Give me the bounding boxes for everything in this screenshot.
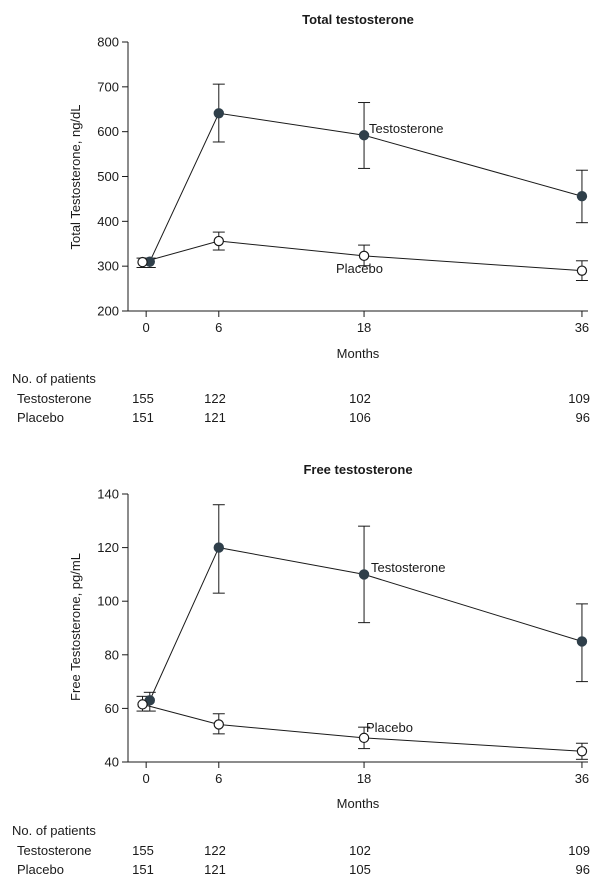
patients-count: 109 — [568, 391, 590, 406]
patients-count: 96 — [576, 862, 590, 877]
series-lines — [142, 112, 583, 272]
y-tick-label: 600 — [97, 124, 119, 139]
x-axis-label: Months — [337, 346, 380, 361]
series-label-placebo: Placebo — [336, 261, 383, 276]
y-tick-label: 500 — [97, 169, 119, 184]
data-point-filled — [358, 569, 370, 580]
y-tick-label: 120 — [97, 540, 119, 555]
series-lines — [142, 547, 583, 752]
patients-table: No. of patients Testosterone Placebo 155… — [12, 371, 590, 425]
x-tick-label: 6 — [215, 771, 222, 786]
data-point-open — [576, 265, 588, 276]
y-tick-label: 60 — [105, 701, 119, 716]
data-point-open — [358, 732, 370, 744]
data-markers — [137, 542, 588, 757]
data-point-open — [137, 256, 148, 268]
patients-table: No. of patients Testosterone Placebo 155… — [12, 823, 590, 877]
patients-count: 151 — [132, 410, 154, 425]
patients-count: 96 — [576, 410, 590, 425]
patients-count: 102 — [349, 843, 371, 858]
patients-row-label: Placebo — [17, 862, 64, 877]
free-testosterone-chart: Free testosterone Free Testosterone, pg/… — [12, 462, 590, 877]
patients-count: 106 — [349, 410, 371, 425]
x-ticks: 0 6 18 36 — [143, 311, 589, 335]
y-tick-label: 80 — [105, 647, 119, 662]
series-line-0 — [149, 547, 583, 701]
series-label-testosterone: Testosterone — [371, 560, 445, 575]
data-point-filled — [576, 636, 588, 647]
data-markers — [137, 108, 588, 276]
x-tick-label: 36 — [575, 771, 589, 786]
y-ticks: 40 60 80 100 120 140 — [97, 487, 128, 770]
x-tick-label: 36 — [575, 320, 589, 335]
x-tick-label: 6 — [215, 320, 222, 335]
data-point-open — [213, 719, 224, 730]
data-point-open — [137, 699, 148, 710]
data-point-open — [213, 235, 224, 247]
patients-count: 109 — [568, 843, 590, 858]
y-tick-label: 300 — [97, 259, 119, 274]
series-line-1 — [142, 240, 582, 272]
data-point-open — [358, 250, 370, 262]
x-axis-label: Months — [337, 796, 380, 811]
y-tick-label: 100 — [97, 594, 119, 609]
series-label-testosterone: Testosterone — [369, 121, 443, 136]
patients-count: 122 — [204, 391, 226, 406]
patients-count: 122 — [204, 843, 226, 858]
patients-row-label: Testosterone — [17, 843, 91, 858]
patients-count: 155 — [132, 843, 154, 858]
y-tick-label: 400 — [97, 214, 119, 229]
data-point-filled — [358, 130, 370, 141]
x-tick-label: 0 — [143, 771, 150, 786]
series-label-placebo: Placebo — [366, 720, 413, 735]
data-point-filled — [213, 542, 224, 553]
patients-header: No. of patients — [12, 823, 96, 838]
data-point-filled — [576, 191, 588, 202]
patients-count: 121 — [204, 862, 226, 877]
chart-title: Total testosterone — [302, 12, 414, 27]
patients-count: 102 — [349, 391, 371, 406]
y-tick-label: 140 — [97, 487, 119, 502]
patients-row-label: Testosterone — [17, 391, 91, 406]
y-ticks: 200 300 400 500 600 700 800 — [97, 35, 128, 319]
y-tick-label: 700 — [97, 79, 119, 94]
x-tick-label: 18 — [357, 771, 371, 786]
total-testosterone-chart: Total testosterone Total Testosterone, n… — [12, 12, 590, 425]
data-point-open — [576, 746, 588, 757]
x-tick-label: 0 — [143, 320, 150, 335]
y-axis-label: Free Testosterone, pg/mL — [68, 553, 83, 701]
y-tick-label: 200 — [97, 304, 119, 319]
series-line-1 — [142, 703, 582, 752]
patients-count: 105 — [349, 862, 371, 877]
chart-title: Free testosterone — [303, 462, 412, 477]
patients-count: 155 — [132, 391, 154, 406]
patients-row-label: Placebo — [17, 410, 64, 425]
patients-count: 121 — [204, 410, 226, 425]
series-line-0 — [149, 112, 583, 262]
data-point-filled — [213, 108, 224, 119]
patients-header: No. of patients — [12, 371, 96, 386]
y-tick-label: 800 — [97, 35, 119, 50]
patients-count: 151 — [132, 862, 154, 877]
x-ticks: 0 6 18 36 — [143, 762, 589, 786]
y-axis-label: Total Testosterone, ng/dL — [68, 104, 83, 249]
y-tick-label: 40 — [105, 755, 119, 770]
x-tick-label: 18 — [357, 320, 371, 335]
